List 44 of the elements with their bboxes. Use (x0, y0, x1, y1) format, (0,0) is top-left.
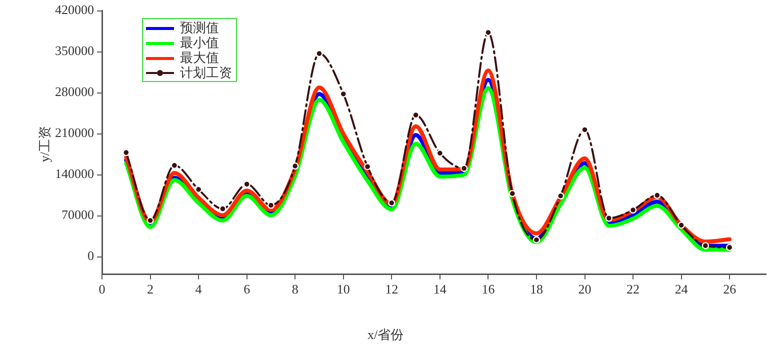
point (557, 192, 564, 200)
point (219, 205, 226, 212)
point (388, 199, 396, 207)
y-axis-title: y/工资 (36, 126, 54, 162)
x-tick-label: 18 (530, 282, 543, 297)
legend-label: 最大值 (180, 49, 219, 66)
y-tick-label: 420000 (55, 2, 94, 18)
legend-label: 计划工资 (180, 64, 232, 82)
legend-label: 最小值 (180, 34, 219, 51)
x-tick-label: 14 (433, 282, 447, 297)
point (581, 126, 588, 134)
x-tick-label: 6 (244, 282, 251, 297)
x-tick-label: 16 (482, 282, 496, 297)
y-tick-label: 0 (88, 248, 94, 264)
point (460, 164, 468, 172)
x-tick-label: 20 (578, 282, 592, 297)
y-tick-label: 350000 (55, 43, 94, 58)
point (436, 150, 444, 157)
x-tick-label: 4 (195, 282, 202, 297)
legend-label: 预测值 (180, 18, 219, 36)
x-tick-label: 10 (336, 282, 350, 297)
point (243, 180, 250, 188)
point (508, 190, 516, 198)
x-tick-label: 26 (723, 282, 737, 297)
y-tick-label: 140000 (55, 166, 94, 182)
x-tick-label: 0 (98, 282, 106, 297)
x-axis-title: x/省份 (366, 326, 405, 344)
point (532, 236, 540, 244)
x-tick-label: 22 (626, 282, 640, 297)
y-tick-label: 210000 (55, 125, 94, 140)
point (702, 242, 710, 250)
x-tick-label: 2 (147, 282, 154, 297)
x-tick-label: 12 (385, 282, 398, 297)
x-tick-label: 24 (674, 282, 688, 297)
point (629, 206, 637, 214)
point (654, 192, 661, 199)
point (678, 222, 685, 229)
point (605, 214, 612, 222)
point (292, 162, 299, 170)
y-tick-label: 70000 (62, 207, 94, 222)
x-tick-label: 8 (292, 282, 298, 297)
y-tick-label: 280000 (55, 84, 94, 100)
point (267, 202, 275, 209)
point (146, 216, 154, 224)
